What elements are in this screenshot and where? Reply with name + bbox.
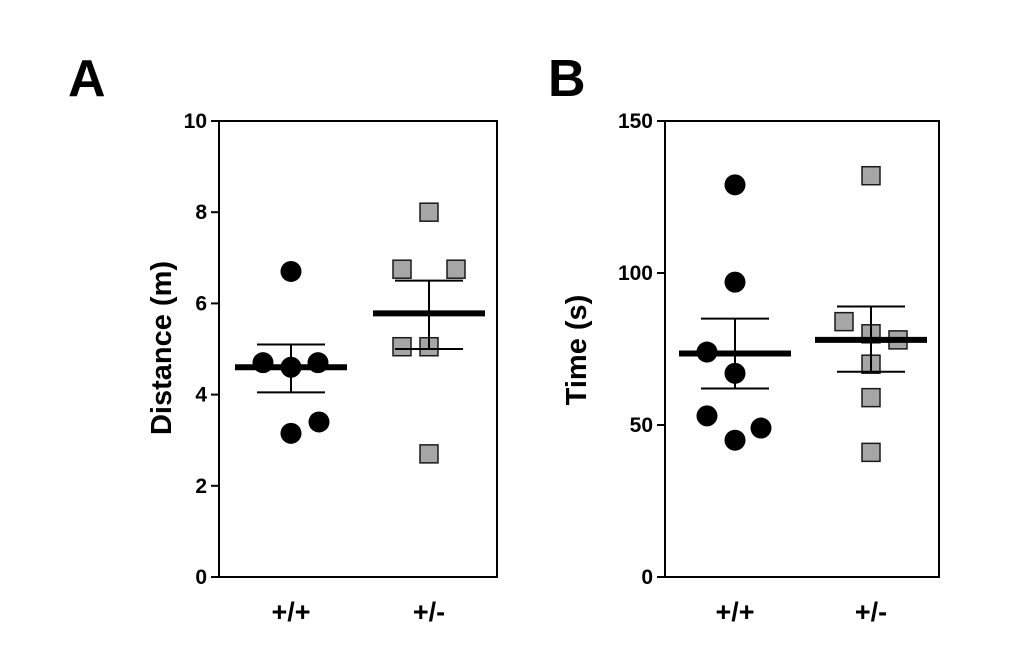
panel-b-category-label: +/+ <box>715 597 754 627</box>
panel-b-data-point-circle <box>750 417 772 439</box>
panel-b-data-point-circle <box>724 174 746 196</box>
panel-a-data-point-square <box>419 444 439 464</box>
panel-a-data-point-square <box>446 259 466 279</box>
panel-b-letter: B <box>548 50 586 108</box>
panel-b-data-point-square <box>861 442 881 463</box>
panel-b-category-label: +/- <box>855 597 887 627</box>
panel-a-letter: A <box>68 50 106 108</box>
panel-a-y-tick-label: 6 <box>195 292 207 315</box>
panel-b: B Time (s) 0 50 100 150 +/+ +/- <box>548 50 940 627</box>
panel-b-data-point-square <box>861 165 881 186</box>
panel-b-y-tick-label: 150 <box>618 110 653 133</box>
panel-b-data-point-square <box>834 311 854 332</box>
panel-b-plot-frame <box>664 120 940 578</box>
panel-b-y-tick-label: 50 <box>630 414 653 437</box>
panel-a-data-point-circle <box>280 260 302 282</box>
panel-a-data-point-square <box>392 336 412 357</box>
panel-a-data-point-circle <box>308 411 330 433</box>
panel-a-y-tick-label: 2 <box>195 475 207 498</box>
panel-a-y-tick-label: 0 <box>195 566 207 589</box>
panel-a-y-axis-title: Distance (m) <box>146 261 178 435</box>
panel-a-plot-frame <box>218 120 498 578</box>
panel-a-data-point-circle <box>280 422 302 444</box>
panel-b-data-point-square <box>861 387 881 408</box>
panel-a-y-tick-label: 10 <box>184 110 207 133</box>
panel-b-y-axis-title: Time (s) <box>561 295 593 406</box>
panel-a-y-tick-label: 8 <box>195 201 207 224</box>
panel-a-data-point-square <box>392 259 412 279</box>
panel-a-category-label: +/+ <box>271 597 310 627</box>
panel-b-data-point-circle <box>724 429 746 451</box>
panel-a-y-tick-label: 4 <box>195 384 207 407</box>
panel-a: A Distance (m) 0 2 4 6 8 10 +/+ +/- <box>68 50 498 627</box>
panel-b-y-tick-label: 0 <box>641 566 653 589</box>
panel-b-y-tick-label: 100 <box>618 262 653 285</box>
panel-a-category-label: +/- <box>413 597 445 627</box>
panel-b-data-point-circle <box>696 405 718 427</box>
panel-b-data-point-circle <box>724 271 746 293</box>
panel-a-data-point-square <box>419 202 439 222</box>
